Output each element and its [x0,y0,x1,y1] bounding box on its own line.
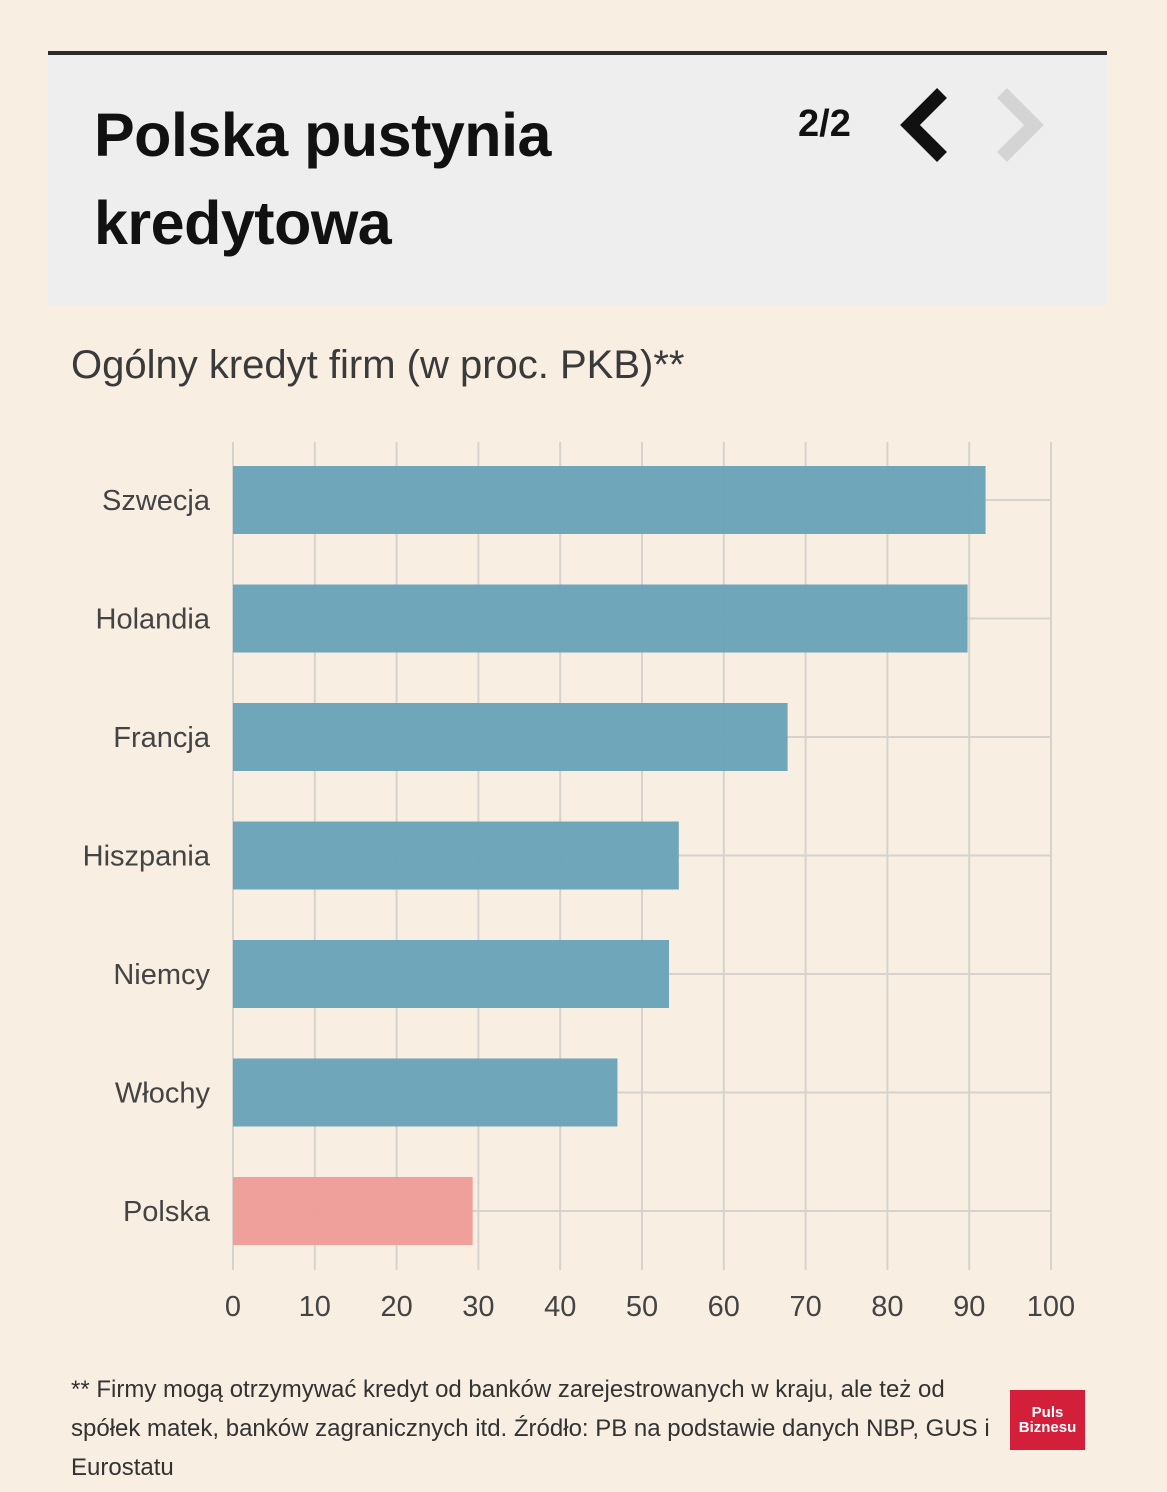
x-tick-label: 90 [953,1291,985,1323]
bar [233,940,669,1008]
page-title: Polska pustynia kredytowa [94,101,551,257]
bar [233,821,679,890]
x-tick-label: 30 [462,1291,494,1323]
category-label: Francja [113,722,211,754]
category-label: Włochy [115,1078,211,1110]
x-tick-label: 10 [299,1291,331,1323]
header: Polska pustynia kredytowa 2/2 [48,55,1107,306]
bar [233,584,968,653]
chart-title: Ogólny kredyt firm (w proc. PKB)** [71,343,685,387]
bar [233,1058,618,1127]
header-rule [48,51,1107,55]
bar [233,1177,473,1245]
category-label: Niemcy [113,959,210,991]
x-tick-label: 80 [871,1291,903,1323]
logo-line-1: Puls [1031,1404,1064,1421]
x-tick-label: 0 [225,1291,241,1323]
page-indicator: 2/2 [798,103,851,145]
x-tick-label: 70 [789,1291,821,1323]
next-button[interactable] [990,85,1050,165]
x-tick-label: 60 [708,1291,740,1323]
category-label: Hiszpania [83,841,211,873]
chevron-right-icon [997,88,1044,162]
x-tick-label: 20 [380,1291,412,1323]
footnote: ** Firmy mogą otrzymywać kredyt od bankó… [71,1376,990,1481]
puls-biznesu-logo: Puls Biznesu [1010,1390,1085,1450]
chevron-left-icon [900,88,947,162]
bar [233,703,788,771]
x-tick-label: 50 [626,1291,658,1323]
x-tick-label: 100 [1027,1291,1075,1323]
prev-button[interactable] [898,85,958,165]
x-tick-label: 40 [544,1291,576,1323]
bar [233,466,986,534]
logo-line-2: Biznesu [1018,1419,1077,1436]
category-label: Szwecja [102,485,211,517]
category-label: Holandia [96,604,211,636]
category-label: Polska [123,1196,211,1228]
